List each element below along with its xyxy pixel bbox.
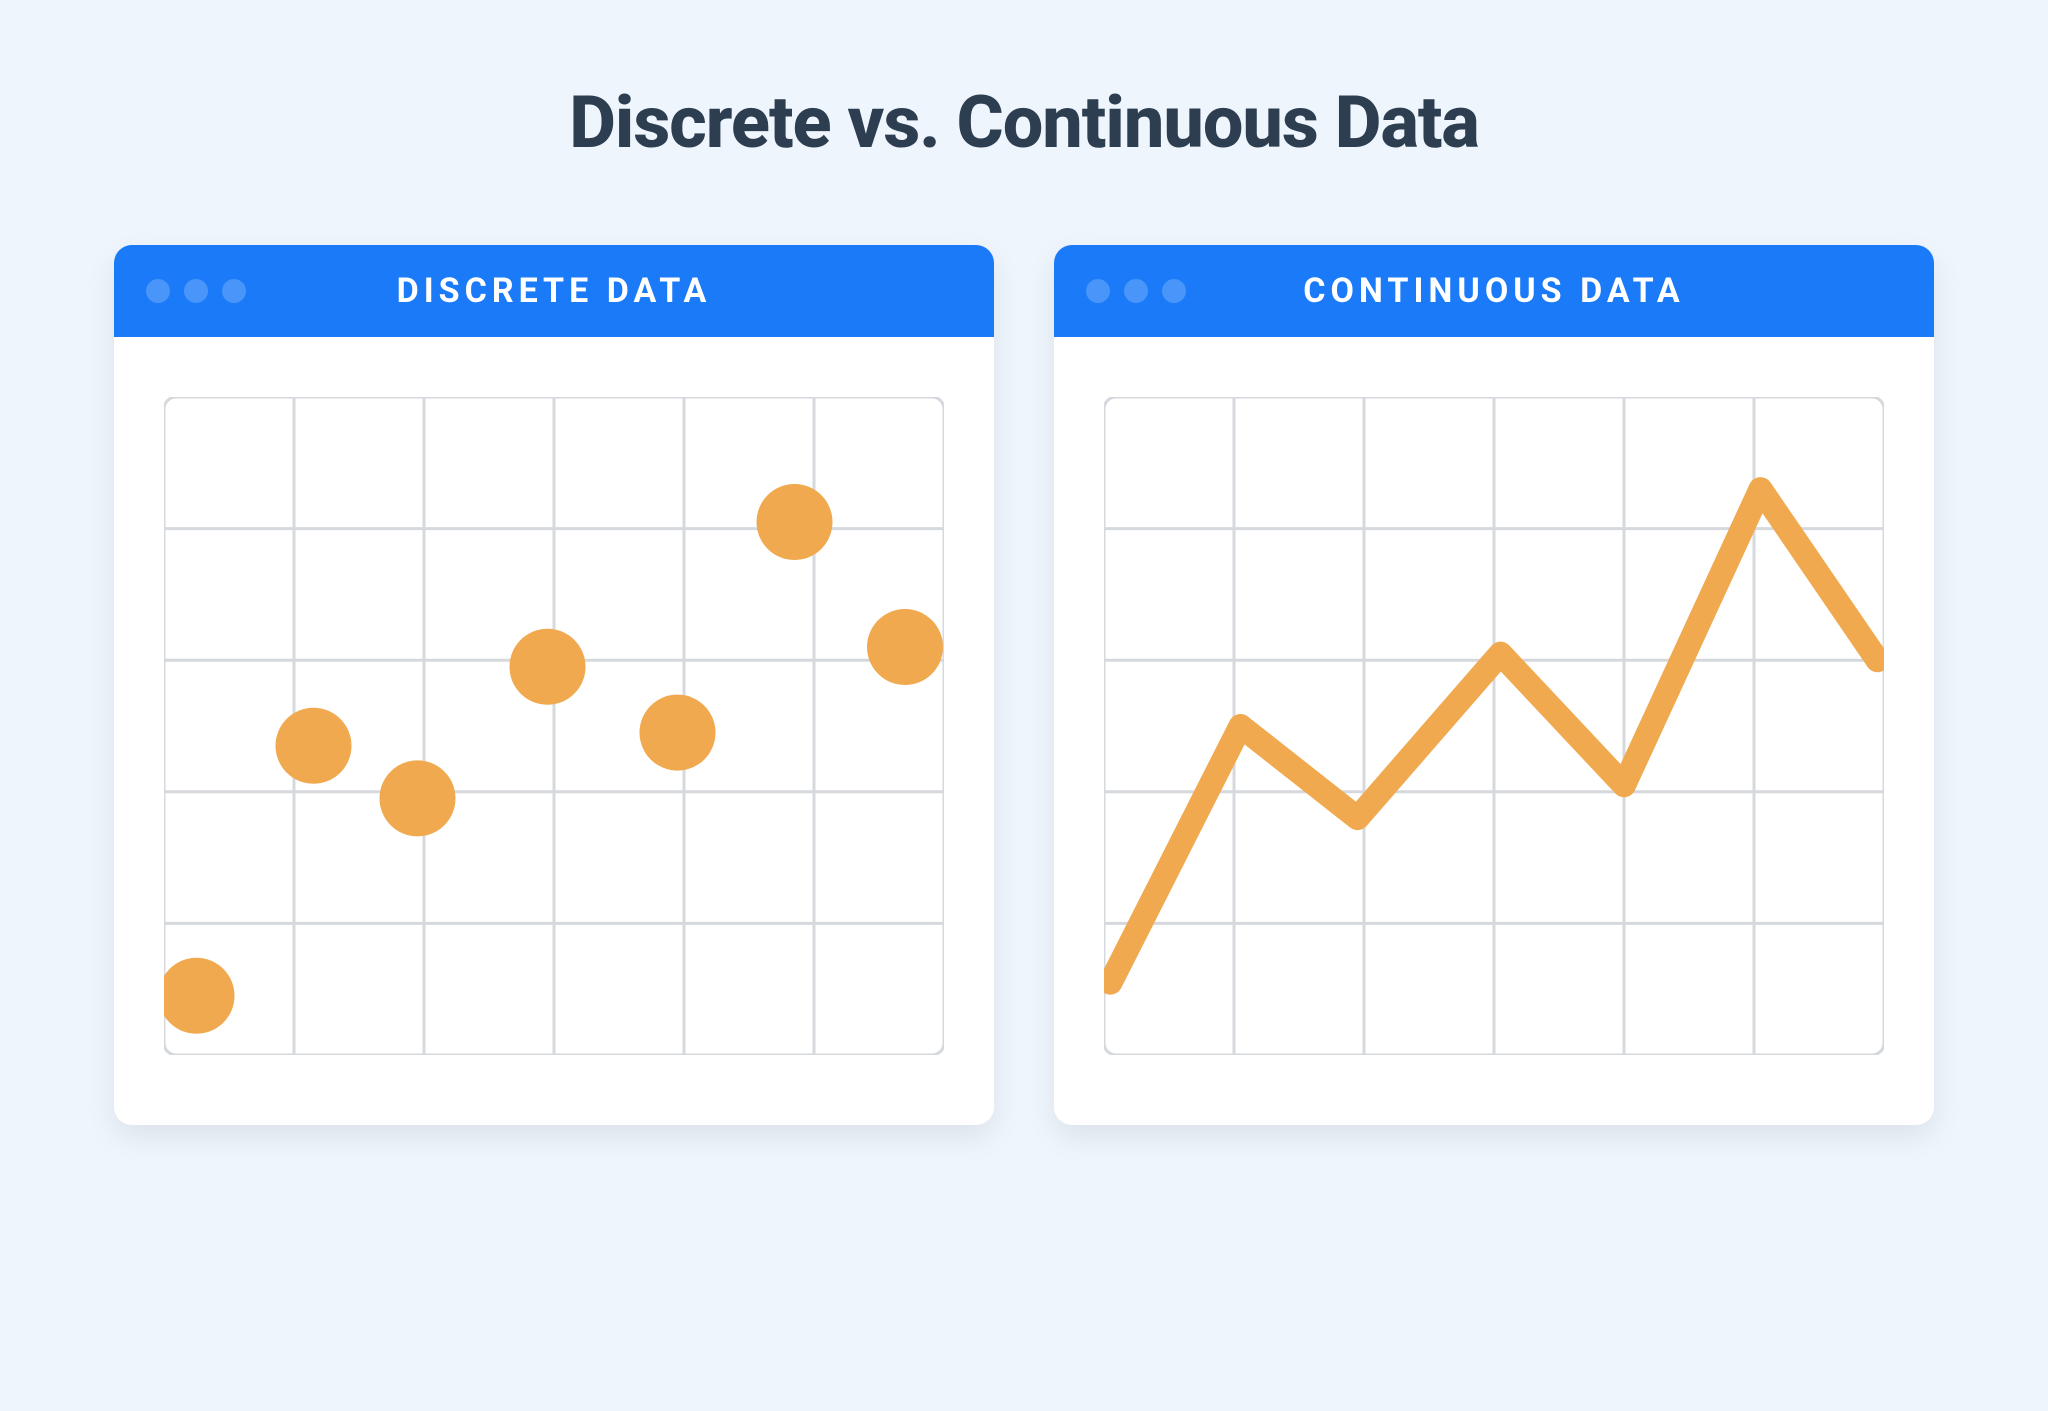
window-dot-icon bbox=[222, 279, 246, 303]
window-dot-icon bbox=[1086, 279, 1110, 303]
window-dots bbox=[1086, 279, 1186, 303]
page: Discrete vs. Continuous Data DISCRETE DA… bbox=[0, 0, 2048, 1411]
window-dot-icon bbox=[1124, 279, 1148, 303]
discrete-chart bbox=[164, 397, 944, 1055]
continuous-panel: CONTINUOUS DATA bbox=[1054, 245, 1934, 1125]
continuous-panel-body bbox=[1054, 337, 1934, 1125]
continuous-panel-title: CONTINUOUS DATA bbox=[1086, 271, 1902, 311]
page-title: Discrete vs. Continuous Data bbox=[60, 80, 1988, 165]
window-dot-icon bbox=[1162, 279, 1186, 303]
discrete-panel-header: DISCRETE DATA bbox=[114, 245, 994, 337]
discrete-panel-title: DISCRETE DATA bbox=[146, 271, 962, 311]
window-dots bbox=[146, 279, 246, 303]
discrete-panel-body bbox=[114, 337, 994, 1125]
window-dot-icon bbox=[146, 279, 170, 303]
discrete-panel: DISCRETE DATA bbox=[114, 245, 994, 1125]
continuous-chart-svg bbox=[1104, 397, 1884, 1055]
discrete-chart-svg bbox=[164, 397, 944, 1055]
continuous-panel-header: CONTINUOUS DATA bbox=[1054, 245, 1934, 337]
window-dot-icon bbox=[184, 279, 208, 303]
continuous-chart bbox=[1104, 397, 1884, 1055]
panels-row: DISCRETE DATA CONTINUOUS DATA bbox=[60, 245, 1988, 1125]
